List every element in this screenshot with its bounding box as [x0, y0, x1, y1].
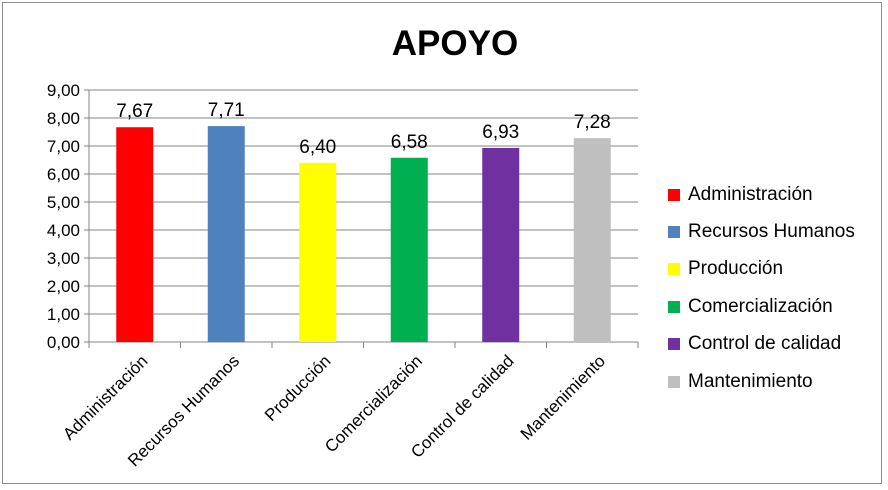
legend-label: Comercialización	[688, 295, 833, 317]
legend-label: Producción	[688, 258, 784, 280]
data-label: 7,28	[574, 112, 611, 133]
y-tick-label: 6,00	[47, 165, 80, 184]
chart-title: APOYO	[391, 24, 519, 63]
data-label: 6,40	[299, 137, 336, 158]
legend-swatch	[668, 338, 680, 351]
y-tick-label: 4,00	[47, 221, 80, 240]
data-label: 6,58	[391, 132, 428, 153]
legend-swatch	[668, 263, 680, 276]
legend-label: Control de calidad	[688, 333, 842, 355]
legend-label: Recursos Humanos	[688, 221, 855, 243]
bar	[482, 147, 520, 342]
y-tick-label: 7,00	[47, 137, 80, 156]
chart-legend: Administración Recursos Humanos Producción…	[668, 176, 855, 400]
legend-swatch	[668, 300, 680, 313]
y-tick-label: 5,00	[47, 193, 80, 212]
y-tick-label: 0,00	[47, 333, 80, 352]
legend-label: Mantenimiento	[688, 370, 813, 392]
legend-item: Recursos Humanos	[668, 213, 855, 250]
bar	[116, 127, 154, 343]
x-tick-label: Mantenimiento	[517, 351, 609, 443]
legend-swatch	[668, 188, 680, 201]
bar	[299, 162, 337, 342]
legend-swatch	[668, 375, 680, 388]
legend-item: Comercialización	[668, 288, 855, 325]
y-tick-label: 3,00	[47, 249, 80, 268]
bar	[207, 126, 245, 343]
legend-item: Control de calidad	[668, 326, 855, 363]
legend-label: Administración	[688, 183, 813, 205]
legend-item: Administración	[668, 176, 855, 213]
legend-item: Mantenimiento	[668, 363, 855, 400]
x-tick-label: Producción	[261, 351, 335, 425]
x-tick-label: Comercialización	[321, 351, 426, 456]
legend-item: Producción	[668, 251, 855, 288]
bar	[573, 138, 611, 342]
data-label: 7,71	[208, 100, 245, 121]
x-tick-label: Administración	[59, 351, 151, 443]
x-tick-label: Control de calidad	[407, 351, 517, 461]
bar	[390, 157, 428, 342]
data-label: 6,93	[482, 122, 519, 143]
legend-swatch	[668, 226, 680, 239]
y-tick-label: 8,00	[47, 109, 80, 128]
data-label: 7,67	[116, 101, 153, 122]
y-tick-label: 1,00	[47, 305, 80, 324]
y-tick-label: 2,00	[47, 277, 80, 296]
y-tick-label: 9,00	[47, 81, 80, 100]
